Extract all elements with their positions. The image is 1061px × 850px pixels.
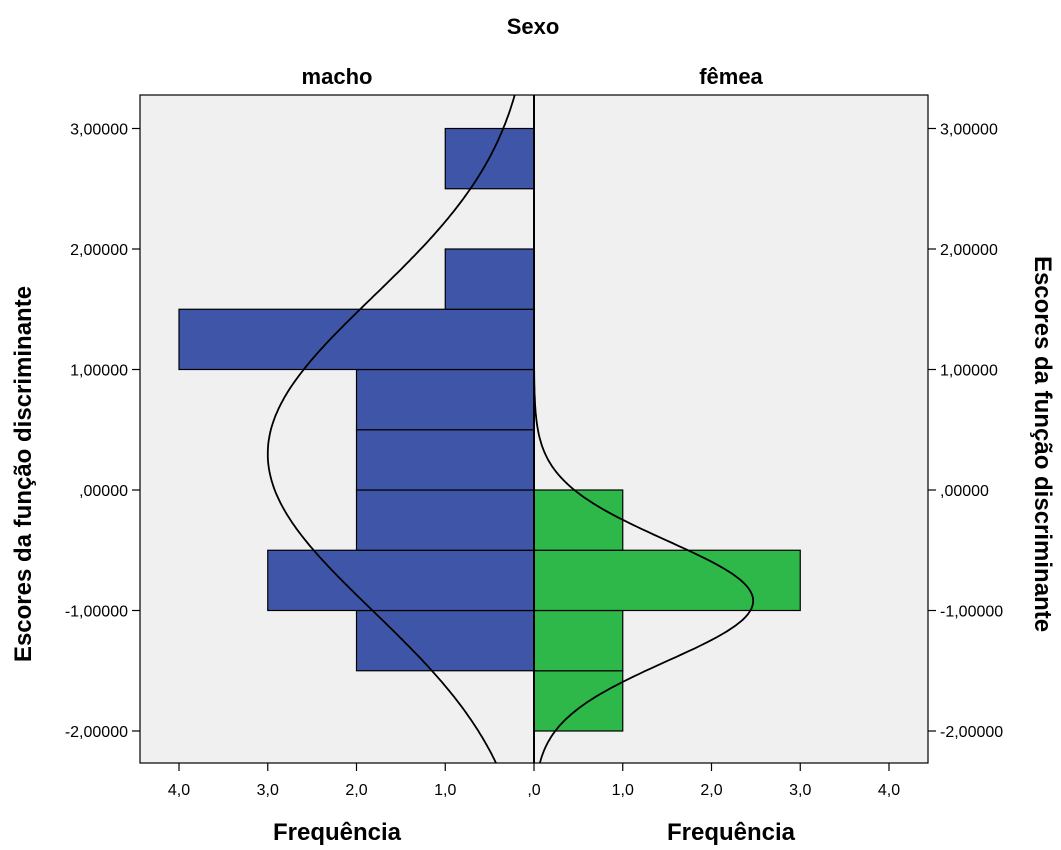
y-tick-label-left: -2,00000 [65, 724, 128, 741]
x-axis-label-left: Frequência [273, 819, 402, 846]
y-tick-label-right: -2,00000 [940, 724, 1003, 741]
panel-label-femea: fêmea [699, 64, 763, 89]
y-tick-label-left: 1,00000 [70, 363, 128, 380]
normal-curve-macho [266, 95, 516, 763]
x-ticks-layer: 4,0 3,0 2,0 1,0 ,0 1,0 2,0 3,0 4,0 [168, 763, 900, 799]
bar-macho-6 [178, 308, 535, 371]
bar-macho-4 [355, 429, 535, 491]
y-tick-label-left: 3,00000 [70, 122, 128, 139]
y-tick-label-right: -1,00000 [940, 604, 1003, 621]
y-tick-label-right: 3,00000 [940, 122, 998, 139]
x-tick-label: 2,0 [700, 782, 722, 799]
x-tick-label: 4,0 [168, 782, 190, 799]
x-axis-label-right: Frequência [667, 819, 796, 846]
bar-femea-0 [533, 670, 624, 732]
bar-macho-7 [444, 248, 535, 310]
x-tick-label: 1,0 [434, 782, 456, 799]
x-tick-label: 3,0 [789, 782, 811, 799]
y-tick-label-right: 2,00000 [940, 242, 998, 259]
y-axis-label-left: Escores da função discriminante [10, 286, 37, 662]
y-tick-label-left: -1,00000 [65, 604, 128, 621]
y-tick-label-left: ,00000 [79, 483, 128, 500]
bar-femea-2 [533, 549, 801, 612]
bar-femea-3 [533, 489, 624, 551]
bar-macho-1 [355, 609, 535, 672]
chart-title: Sexo [507, 14, 560, 39]
bar-femea-1 [533, 609, 624, 672]
panel-label-macho: macho [302, 64, 373, 89]
x-tick-label: ,0 [527, 782, 540, 799]
bars-layer [178, 127, 801, 732]
y-ticks-layer: 3,00000 3,00000 2,00000 2,00000 1,00000 1,000… [65, 122, 1003, 742]
x-tick-label: 3,0 [257, 782, 279, 799]
bar-macho-2 [267, 549, 535, 612]
y-tick-label-left: 2,00000 [70, 242, 128, 259]
bar-macho-3 [355, 489, 535, 551]
x-tick-label: 1,0 [612, 782, 634, 799]
y-axis-label-right: Escores da função discriminante [1029, 256, 1056, 632]
x-tick-label: 2,0 [345, 782, 367, 799]
y-tick-label-right: ,00000 [940, 483, 989, 500]
bar-macho-5 [355, 368, 535, 431]
x-tick-label: 4,0 [878, 782, 900, 799]
y-tick-label-right: 1,00000 [940, 363, 998, 380]
